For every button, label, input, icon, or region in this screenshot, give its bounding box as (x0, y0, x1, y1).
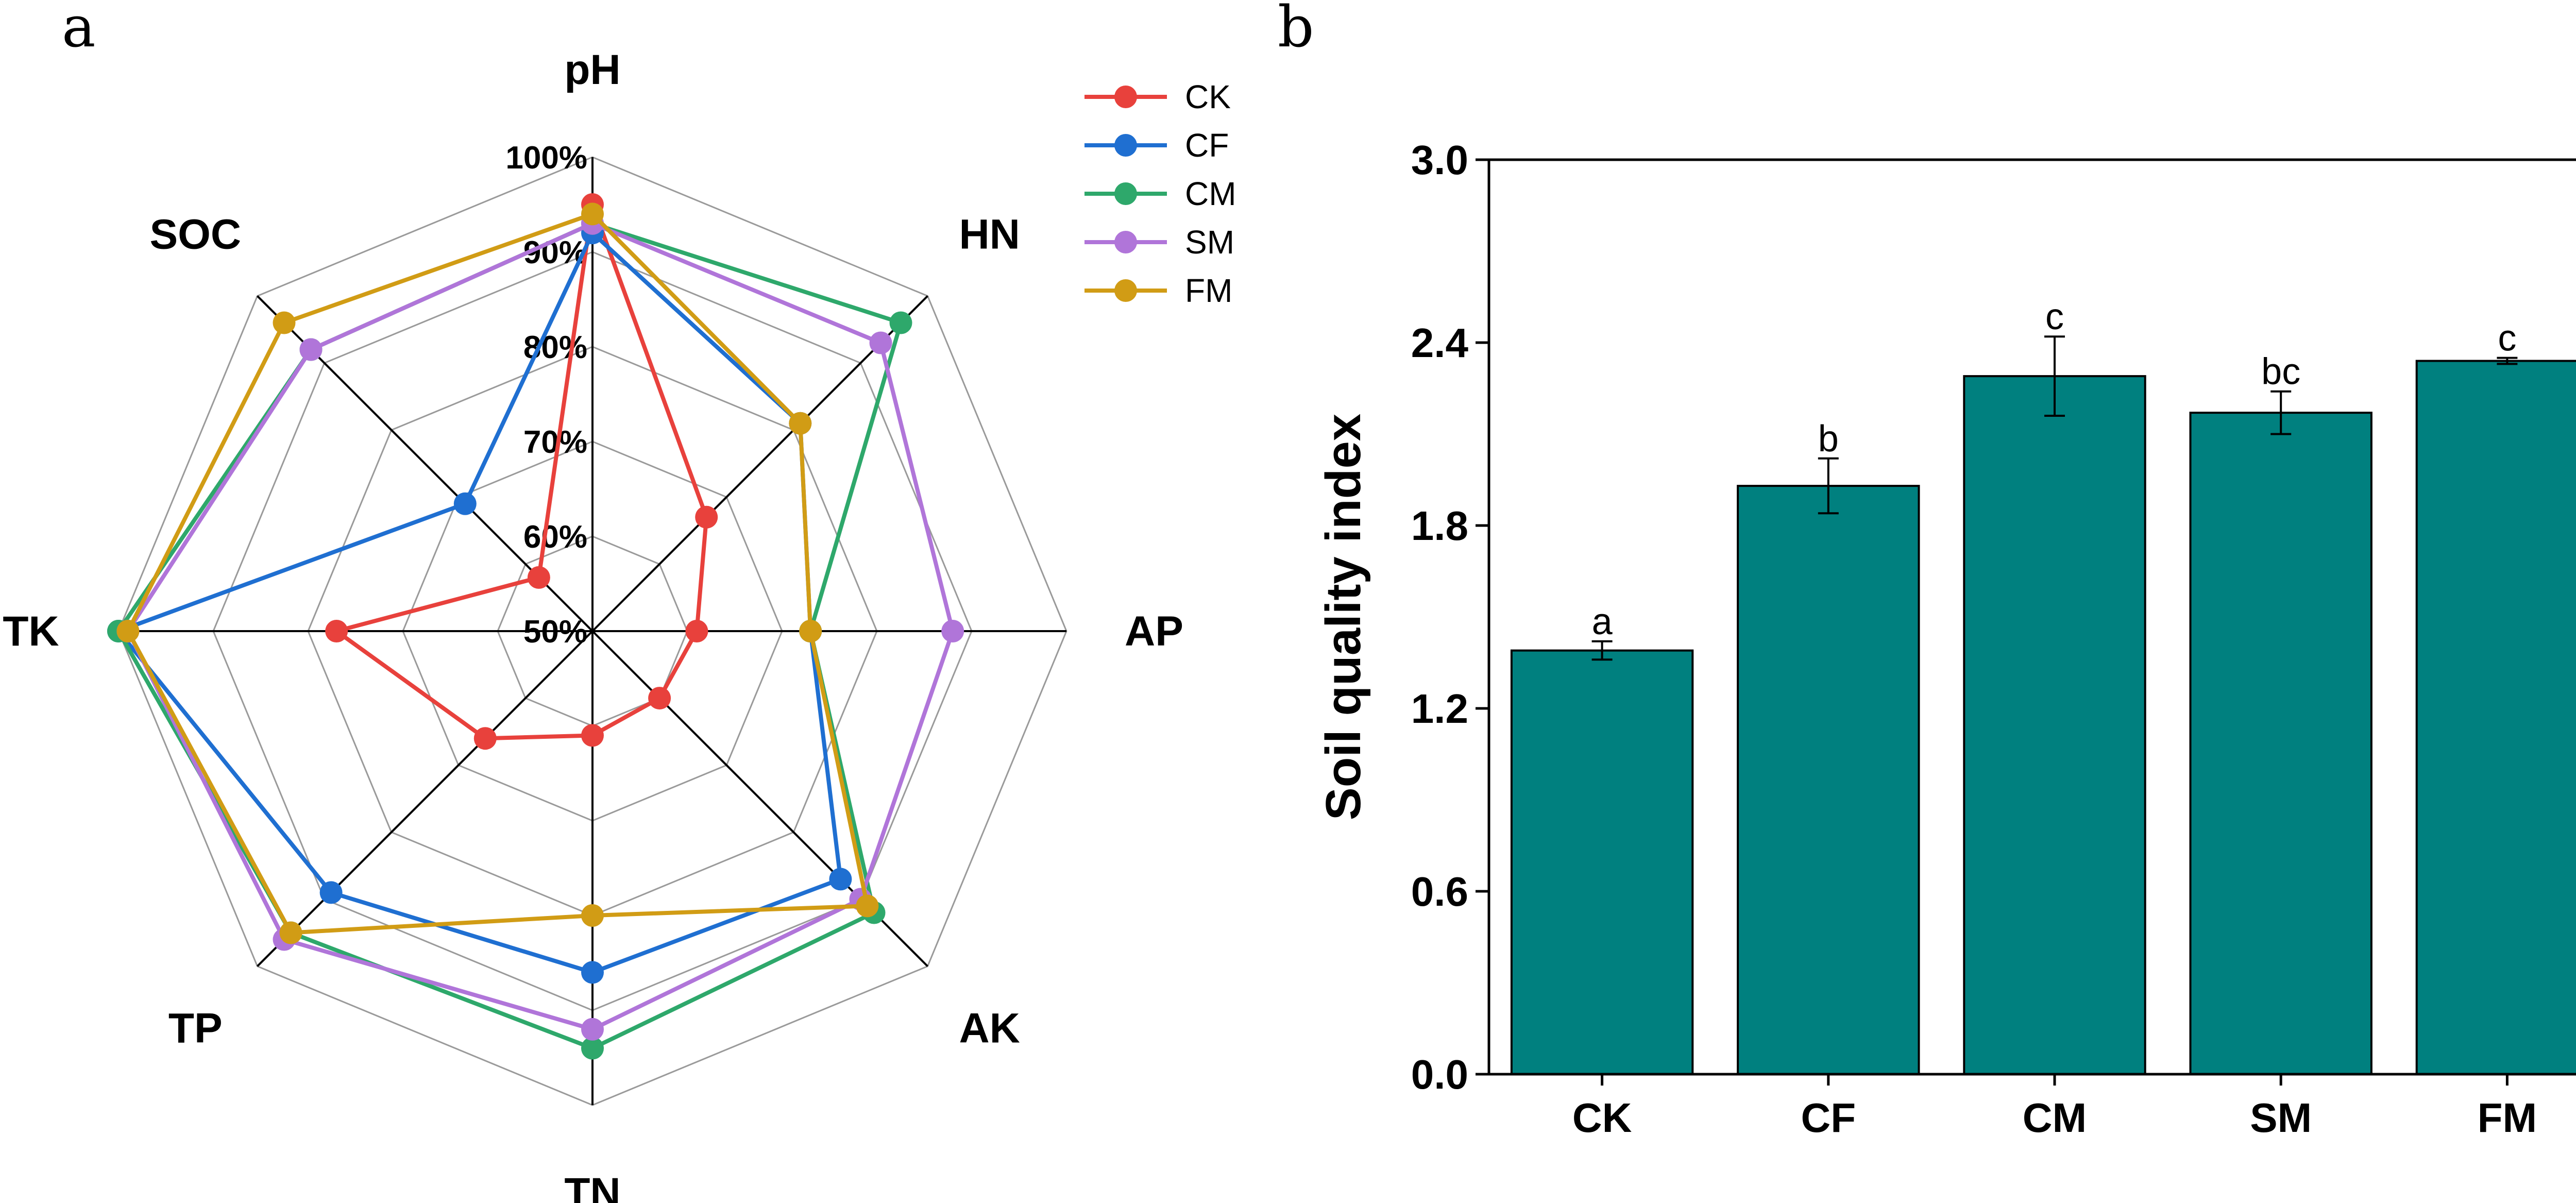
radar-point-CK-AP (685, 620, 708, 642)
bar-CK (1510, 649, 1694, 1075)
radar-axis-label-TK: TK (3, 608, 59, 655)
legend-marker-CK (1114, 86, 1137, 108)
legend-marker-SM (1114, 231, 1137, 253)
x-tick-label-CF: CF (1801, 1095, 1856, 1141)
radar-point-SM-SOC (299, 338, 323, 361)
significance-label-CF: b (1818, 418, 1839, 460)
radar-point-FM-TN (581, 904, 604, 927)
x-tick-label-CM: CM (2023, 1095, 2087, 1141)
y-tick-label-3.0: 3.0 (1411, 137, 1468, 183)
radar-point-FM-HN (789, 412, 812, 435)
legend-marker-CM (1114, 182, 1137, 205)
bar-SM (2189, 412, 2372, 1075)
legend-marker-FM (1114, 279, 1137, 302)
radar-axis-label-AK: AK (959, 1005, 1020, 1052)
y-tick-label-1.8: 1.8 (1411, 503, 1468, 549)
radar-axis-label-TN: TN (564, 1170, 620, 1203)
y-tick-label-0.6: 0.6 (1411, 869, 1468, 914)
radar-point-SM-TN (581, 1018, 604, 1041)
radar-point-CK-SOC (527, 566, 550, 589)
significance-label-CK: a (1592, 601, 1613, 642)
radar-axis-label-AP: AP (1125, 608, 1183, 655)
radar-point-CM-TN (581, 1037, 604, 1060)
radar-tick-label-60: 60% (523, 519, 587, 555)
significance-label-CM: c (2045, 296, 2064, 337)
legend-label-FM: FM (1185, 272, 1232, 309)
bar-CM (1963, 375, 2146, 1075)
y-axis-title: Soil quality index (1316, 414, 1371, 820)
x-tick-label-FM: FM (2478, 1095, 2537, 1141)
radar-point-FM-AK (856, 894, 879, 918)
radar-point-FM-pH (581, 202, 604, 226)
significance-label-SM: bc (2261, 351, 2300, 393)
radar-point-CF-TP (319, 881, 343, 904)
radar-point-FM-TP (279, 921, 302, 944)
radar-point-FM-TK (116, 620, 140, 642)
legend-label-CM: CM (1185, 175, 1236, 212)
radar-legend: CK CF CM SM FM (1084, 78, 1236, 309)
radar-point-CF-TN (581, 961, 604, 984)
panel-label-b: b (1278, 0, 1314, 60)
legend-label-SM: SM (1185, 224, 1234, 261)
y-tick-label-1.2: 1.2 (1411, 686, 1468, 732)
radar-point-CK-TP (473, 727, 497, 750)
legend-label-CF: CF (1185, 127, 1229, 164)
y-tick-label-0.0: 0.0 (1411, 1052, 1468, 1097)
radar-point-SM-HN (869, 331, 892, 354)
bar-FM (2415, 360, 2576, 1075)
panel-label-a: a (62, 0, 96, 60)
legend-marker-CF (1114, 134, 1137, 157)
radar-point-FM-SOC (273, 311, 296, 334)
bar-CF (1737, 485, 1920, 1075)
radar-series-FM-line (126, 212, 870, 935)
legend-label-CK: CK (1185, 78, 1231, 115)
radar-point-CK-TK (325, 620, 348, 642)
significance-label-FM: c (2498, 318, 2516, 359)
radar-point-CF-AK (829, 868, 852, 891)
bar-chart: a CK b CF c CM bc SM c FM 0.0 0.6 1.2 1.8 2.4 3.0 Soil q… (1316, 137, 2576, 1141)
radar-point-CK-TN (581, 724, 604, 747)
radar-axis-label-pH: pH (564, 46, 620, 93)
radar-axis-label-SOC: SOC (149, 211, 241, 258)
radar-point-CM-HN (889, 311, 912, 334)
radar-spoke-TP (257, 630, 594, 967)
radar-series-CF-line (116, 231, 843, 975)
x-tick-label-SM: SM (2250, 1095, 2312, 1141)
radar-axis-label-HN: HN (959, 211, 1020, 258)
y-tick-label-2.4: 2.4 (1411, 320, 1469, 366)
radar-point-CK-AK (648, 687, 671, 710)
radar-point-FM-AP (799, 620, 822, 642)
radar-axis-label-TP: TP (168, 1005, 223, 1052)
radar-point-CK-HN (695, 505, 718, 529)
radar-spoke-HN (591, 295, 928, 632)
radar-point-SM-AP (941, 620, 964, 642)
x-tick-label-CK: CK (1572, 1095, 1632, 1141)
radar-tick-label-100: 100% (505, 140, 587, 176)
radar-tick-label-50: 50% (523, 614, 587, 650)
radar-point-CF-SOC (453, 492, 477, 515)
